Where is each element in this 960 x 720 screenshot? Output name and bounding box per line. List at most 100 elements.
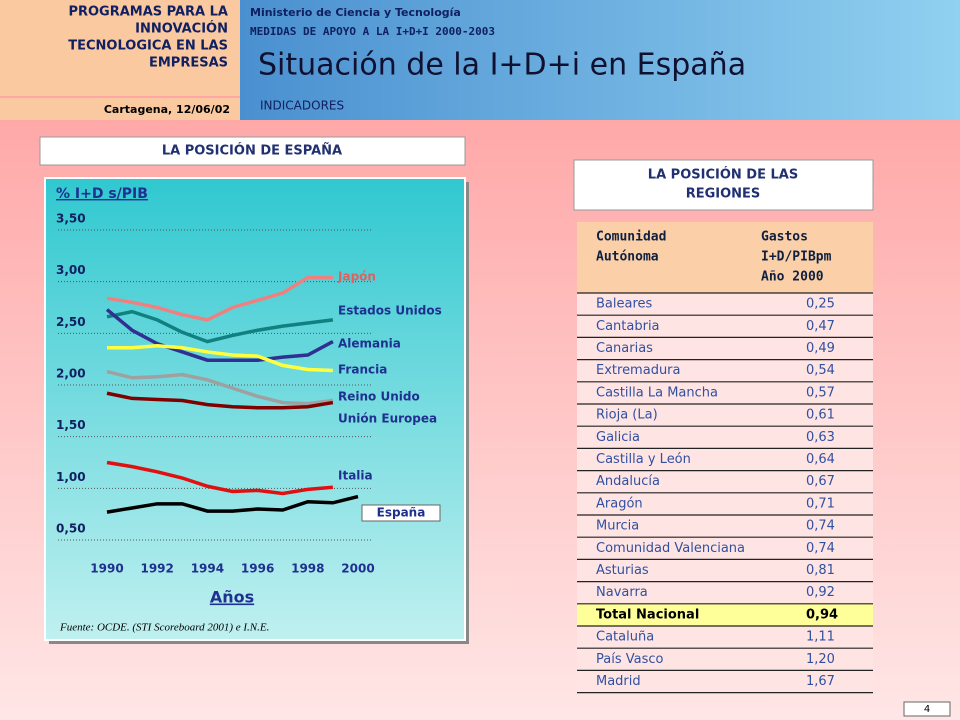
region-name: Cataluña xyxy=(596,630,654,645)
legend-label: Reino Unido xyxy=(338,390,420,404)
region-value: 0,57 xyxy=(806,385,835,400)
table-row xyxy=(577,404,873,427)
series-line xyxy=(106,309,334,344)
program-line: INNOVACIÓN xyxy=(135,21,228,37)
x-tick-label: 1998 xyxy=(291,562,324,576)
region-value: 1,11 xyxy=(806,630,835,645)
region-value: 0,92 xyxy=(806,585,835,600)
region-name: Andalucía xyxy=(596,474,660,489)
table-row xyxy=(577,359,873,382)
table-row xyxy=(577,448,873,471)
table-header xyxy=(577,222,873,293)
region-name: Comunidad Valenciana xyxy=(596,541,745,556)
table-row xyxy=(577,426,873,449)
table-row xyxy=(577,559,873,582)
x-axis-label: Años xyxy=(210,588,254,607)
y-tick-label: 3,50 xyxy=(56,212,86,226)
y-tick-label: 1,50 xyxy=(56,418,86,432)
program-line: TECNOLOGICA EN LAS xyxy=(68,39,228,54)
legend-label: Estados Unidos xyxy=(338,304,442,318)
x-tick-label: 1992 xyxy=(140,562,173,576)
region-value: 0,54 xyxy=(806,363,835,378)
region-value: 0,61 xyxy=(806,408,835,423)
region-name: Rioja (La) xyxy=(596,408,658,423)
x-tick-label: 1996 xyxy=(241,562,274,576)
spain-box xyxy=(39,136,466,166)
x-tick-label: 2000 xyxy=(341,562,374,576)
region-name: Murcia xyxy=(596,519,639,534)
region-name: Baleares xyxy=(596,297,653,312)
section: INDICADORES xyxy=(260,99,344,113)
table-row xyxy=(577,603,873,626)
place-date: Cartagena, 12/06/02 xyxy=(104,103,230,116)
legend-label: Francia xyxy=(338,363,387,377)
region-value: 0,71 xyxy=(806,496,835,511)
series-line xyxy=(106,494,359,514)
region-value: 1,20 xyxy=(806,652,835,667)
region-value: 0,81 xyxy=(806,563,835,578)
series-line xyxy=(107,343,333,373)
top-band xyxy=(240,0,960,120)
program-line: PROGRAMAS PARA LA xyxy=(68,5,228,20)
series-line xyxy=(105,308,334,362)
y-tick-label: 0,50 xyxy=(56,522,86,536)
region-name: Canarias xyxy=(596,341,653,356)
table-header-text: Gastos xyxy=(761,230,808,245)
series-line xyxy=(106,460,334,496)
region-value: 0,47 xyxy=(806,319,835,334)
table-row xyxy=(577,626,873,649)
spain-box-label: LA POSICIÓN DE ESPAÑA xyxy=(162,143,342,159)
y-axis-label: % I+D s/PIB xyxy=(56,186,148,202)
regions-box-line: REGIONES xyxy=(686,187,761,202)
region-name: País Vasco xyxy=(596,652,664,667)
region-name: Aragón xyxy=(596,496,643,511)
legend-label: Unión Europea xyxy=(338,412,437,426)
region-name: Total Nacional xyxy=(596,607,699,622)
y-tick-label: 2,50 xyxy=(56,315,86,329)
region-value: 0,67 xyxy=(806,474,835,489)
table-header-text: Comunidad xyxy=(596,230,666,245)
series-line xyxy=(106,391,334,410)
legend-label: Italia xyxy=(338,469,373,483)
page-number-box xyxy=(903,701,951,717)
table-header-text: Autónoma xyxy=(596,250,659,265)
region-name: Castilla La Mancha xyxy=(596,385,718,400)
page-number: 4 xyxy=(924,704,930,715)
source: Fuente: OCDE. (STI Scoreboard 2001) e I.… xyxy=(59,622,269,634)
series-line xyxy=(106,275,333,322)
region-value: 1,67 xyxy=(806,674,835,689)
region-name: Castilla y León xyxy=(596,452,691,467)
legend-box xyxy=(361,504,441,522)
y-tick-label: 2,00 xyxy=(56,367,86,381)
region-value: 0,25 xyxy=(806,297,835,312)
region-name: Galicia xyxy=(596,430,640,445)
legend-label: Japón xyxy=(337,270,376,284)
region-name: Madrid xyxy=(596,674,641,689)
x-tick-label: 1990 xyxy=(90,562,123,576)
region-value: 0,74 xyxy=(806,541,835,556)
region-value: 0,49 xyxy=(806,341,835,356)
x-tick-label: 1994 xyxy=(191,562,224,576)
table-row xyxy=(577,581,873,604)
region-value: 0,94 xyxy=(806,607,838,622)
table-row xyxy=(577,337,873,360)
table-row xyxy=(577,315,873,338)
regions-box xyxy=(573,159,874,211)
y-tick-label: 3,00 xyxy=(56,263,86,277)
date-box xyxy=(0,98,240,120)
table-row xyxy=(577,381,873,404)
table-row xyxy=(577,537,873,560)
region-name: Cantabria xyxy=(596,319,660,334)
y-tick-label: 1,00 xyxy=(56,470,86,484)
ministry: Ministerio de Ciencia y Tecnología xyxy=(250,6,461,19)
table-row xyxy=(577,515,873,538)
slide-title: Situación de la I+D+i en España xyxy=(258,48,746,83)
table-row xyxy=(577,648,873,671)
region-value: 0,64 xyxy=(806,452,835,467)
region-name: Navarra xyxy=(596,585,648,600)
program-box xyxy=(0,0,240,96)
region-name: Extremadura xyxy=(596,363,681,378)
table-header-text: Año 2000 xyxy=(761,270,824,285)
measures: MEDIDAS DE APOYO A LA I+D+I 2000-2003 xyxy=(250,25,495,38)
